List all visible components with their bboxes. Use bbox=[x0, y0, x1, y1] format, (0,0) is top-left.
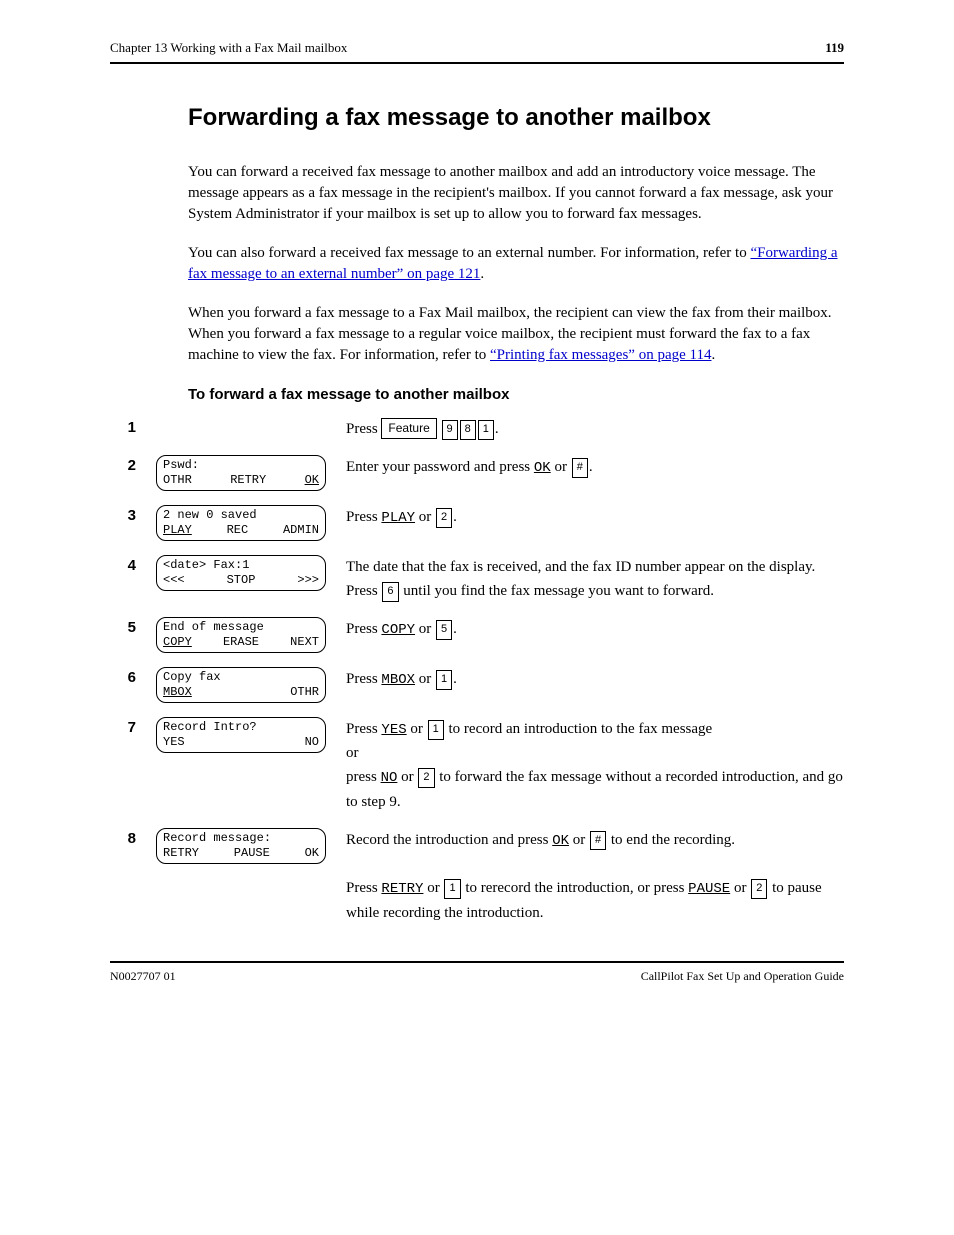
softkey-yes: YES bbox=[381, 722, 406, 738]
lcd-line1: <date> Fax:1 bbox=[163, 558, 319, 573]
lcd-display: Record message: RETRY PAUSE OK bbox=[156, 828, 326, 864]
top-rule bbox=[110, 62, 844, 64]
lcd-softkey: OTHR bbox=[163, 473, 192, 488]
softkey-mbox: MBOX bbox=[381, 672, 415, 688]
lcd-softkey: >>> bbox=[297, 573, 319, 588]
lcd-softkey: PAUSE bbox=[234, 846, 270, 861]
digit-key: 1 bbox=[436, 670, 452, 690]
hash-key: # bbox=[572, 458, 588, 478]
lcd-line1: Pswd: bbox=[163, 458, 319, 473]
step-instruction: Record the introduction and press OK or … bbox=[346, 828, 844, 925]
page-number: 119 bbox=[825, 40, 844, 56]
step-instruction: Enter your password and press OK or #. bbox=[346, 455, 844, 479]
lcd-softkey: NEXT bbox=[290, 635, 319, 650]
lcd-softkey: OK bbox=[305, 473, 319, 488]
intro-p1: You can forward a received fax message t… bbox=[188, 162, 844, 225]
step-instruction: Press Feature 981. bbox=[346, 417, 844, 441]
digit-key: 8 bbox=[460, 420, 476, 440]
digit-key: 9 bbox=[442, 420, 458, 440]
lcd-softkey: PLAY bbox=[163, 523, 192, 538]
page-title: Forwarding a fax message to another mail… bbox=[188, 104, 844, 132]
softkey-retry: RETRY bbox=[381, 881, 423, 897]
lcd-display: End of message COPY ERASE NEXT bbox=[156, 617, 326, 653]
footer-right: CallPilot Fax Set Up and Operation Guide bbox=[641, 969, 844, 984]
lcd-softkey: ADMIN bbox=[283, 523, 319, 538]
step-instruction: The date that the fax is received, and t… bbox=[346, 555, 844, 603]
lcd-line1: 2 new 0 saved bbox=[163, 508, 319, 523]
softkey-no: NO bbox=[381, 770, 398, 786]
lcd-softkey: YES bbox=[163, 735, 185, 750]
softkey-copy: COPY bbox=[381, 622, 415, 638]
step-number: 1 bbox=[110, 417, 136, 436]
step-number: 2 bbox=[110, 455, 136, 474]
lcd-softkey: OK bbox=[305, 846, 319, 861]
lcd-softkey: <<< bbox=[163, 573, 185, 588]
digit-key: 2 bbox=[418, 768, 434, 788]
lcd-softkey: OTHR bbox=[290, 685, 319, 700]
softkey-ok: OK bbox=[534, 460, 551, 476]
lcd-line1: Copy fax bbox=[163, 670, 319, 685]
hash-key: # bbox=[590, 831, 606, 851]
softkey-ok: OK bbox=[552, 833, 569, 849]
chapter-label: Chapter 13 Working with a Fax Mail mailb… bbox=[110, 40, 347, 56]
digit-key: 2 bbox=[436, 508, 452, 528]
step-number: 3 bbox=[110, 505, 136, 524]
step-number: 5 bbox=[110, 617, 136, 636]
step-instruction: Press PLAY or 2. bbox=[346, 505, 844, 529]
lcd-display: 2 new 0 saved PLAY REC ADMIN bbox=[156, 505, 326, 541]
lcd-softkey: MBOX bbox=[163, 685, 192, 700]
step-number: 8 bbox=[110, 828, 136, 847]
digit-key: 1 bbox=[478, 420, 494, 440]
lcd-softkey: RETRY bbox=[163, 846, 199, 861]
lcd-softkey: STOP bbox=[227, 573, 256, 588]
step-instruction: Press COPY or 5. bbox=[346, 617, 844, 641]
lcd-softkey: NO bbox=[305, 735, 319, 750]
lcd-display: Copy fax MBOX OTHR bbox=[156, 667, 326, 703]
bottom-rule bbox=[110, 961, 844, 963]
lcd-display: Pswd: OTHR RETRY OK bbox=[156, 455, 326, 491]
digit-key: 2 bbox=[751, 879, 767, 899]
step-instruction: Press MBOX or 1. bbox=[346, 667, 844, 691]
feature-key: Feature bbox=[381, 418, 436, 439]
digit-key: 1 bbox=[444, 879, 460, 899]
link-printing-fax[interactable]: “Printing fax messages” on page 114 bbox=[490, 347, 711, 363]
digit-key: 6 bbox=[382, 582, 398, 602]
procedure-heading: To forward a fax message to another mail… bbox=[188, 386, 844, 403]
lcd-display: Record Intro? YES NO bbox=[156, 717, 326, 753]
digit-key: 1 bbox=[428, 720, 444, 740]
softkey-play: PLAY bbox=[381, 510, 415, 526]
step-list: 1 Press Feature 981. 2 Pswd: OTHR RETRY … bbox=[110, 417, 844, 925]
lcd-softkey: REC bbox=[227, 523, 249, 538]
lcd-line1: Record Intro? bbox=[163, 720, 319, 735]
softkey-pause: PAUSE bbox=[688, 881, 730, 897]
step-number: 7 bbox=[110, 717, 136, 736]
step-number: 6 bbox=[110, 667, 136, 686]
intro-p3: When you forward a fax message to a Fax … bbox=[188, 303, 844, 366]
step-number: 4 bbox=[110, 555, 136, 574]
lcd-softkey: COPY bbox=[163, 635, 192, 650]
digit-key: 5 bbox=[436, 620, 452, 640]
lcd-line1: End of message bbox=[163, 620, 319, 635]
lcd-softkey: ERASE bbox=[223, 635, 259, 650]
footer-left: N0027707 01 bbox=[110, 969, 176, 984]
lcd-line1: Record message: bbox=[163, 831, 319, 846]
lcd-softkey: RETRY bbox=[230, 473, 266, 488]
lcd-display: <date> Fax:1 <<< STOP >>> bbox=[156, 555, 326, 591]
intro-p2: You can also forward a received fax mess… bbox=[188, 243, 844, 285]
step-instruction: Press YES or 1 to record an introduction… bbox=[346, 717, 844, 814]
